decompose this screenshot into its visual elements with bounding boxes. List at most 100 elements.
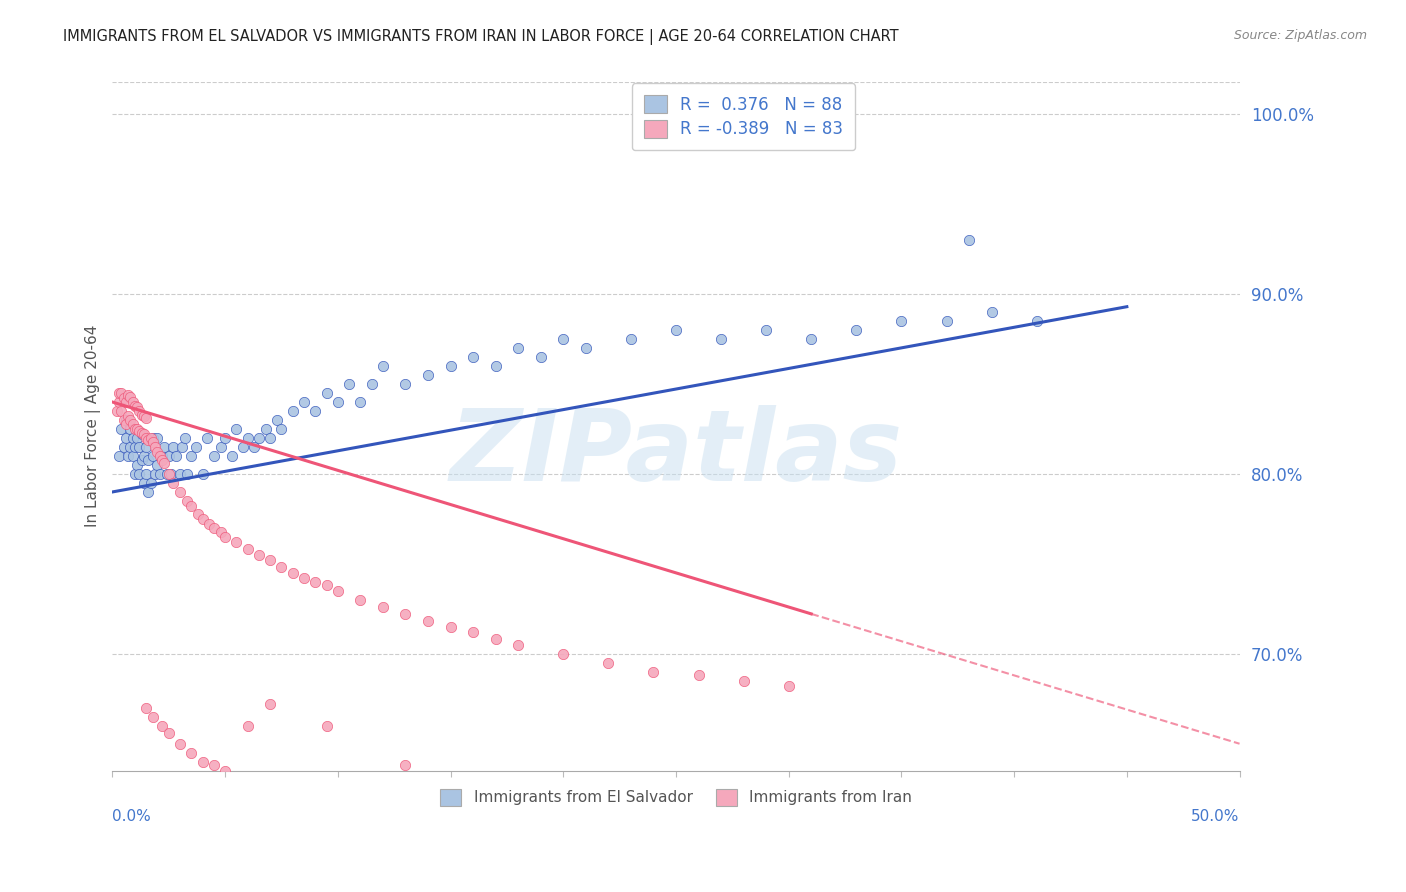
Point (315, 578, 337, 592)
Point (553, 647, 575, 661)
Point (598, 656, 620, 670)
Point (108, 395, 131, 409)
Point (371, 359, 394, 373)
Point (236, 542, 259, 557)
Point (281, 404, 304, 418)
Point (173, 431, 195, 445)
Point (131, 452, 153, 467)
Point (157, 467, 180, 481)
Point (135, 700, 157, 714)
Point (461, 625, 484, 640)
Point (132, 409, 155, 424)
Point (259, 697, 281, 711)
Point (394, 377, 416, 392)
Point (225, 535, 247, 549)
Point (184, 440, 207, 454)
Point (127, 401, 149, 415)
Point (270, 560, 292, 574)
Point (778, 679, 800, 693)
Point (110, 404, 132, 418)
Point (508, 341, 530, 355)
Point (131, 425, 153, 440)
Point (360, 377, 382, 392)
Point (157, 449, 180, 463)
Point (138, 485, 160, 500)
Point (180, 449, 202, 463)
Text: 0.0%: 0.0% (112, 808, 152, 823)
Point (143, 440, 166, 454)
Point (209, 524, 232, 539)
Point (115, 431, 138, 445)
Point (214, 431, 236, 445)
Point (890, 314, 912, 328)
Point (243, 440, 266, 454)
Point (132, 475, 155, 490)
Point (553, 332, 575, 346)
Point (292, 571, 315, 585)
Point (149, 467, 172, 481)
Point (142, 449, 165, 463)
Point (485, 632, 508, 647)
Point (247, 431, 270, 445)
Point (131, 427, 153, 442)
Point (326, 395, 349, 409)
Point (108, 449, 131, 463)
Point (146, 431, 169, 445)
Point (124, 467, 146, 481)
Point (153, 440, 176, 454)
Point (176, 467, 198, 481)
Point (142, 710, 165, 724)
Point (221, 449, 243, 463)
Point (108, 386, 131, 401)
Point (142, 434, 165, 449)
Point (935, 314, 957, 328)
Point (755, 323, 778, 337)
Point (394, 607, 416, 622)
Point (138, 452, 160, 467)
Point (121, 395, 143, 409)
Point (416, 368, 439, 382)
Point (198, 517, 221, 532)
Point (142, 431, 165, 445)
Point (191, 512, 214, 526)
Point (117, 449, 139, 463)
Point (105, 404, 128, 418)
Point (1025, 314, 1047, 328)
Point (326, 583, 349, 598)
Text: ZIPatlas: ZIPatlas (450, 405, 903, 502)
Point (128, 424, 150, 438)
Point (236, 719, 259, 733)
Point (191, 467, 214, 481)
Point (304, 404, 326, 418)
Point (169, 467, 191, 481)
Point (132, 449, 155, 463)
Y-axis label: In Labor Force | Age 20-64: In Labor Force | Age 20-64 (86, 325, 101, 527)
Point (135, 467, 157, 481)
Point (214, 530, 236, 544)
Point (304, 574, 326, 589)
Point (127, 458, 149, 472)
Point (270, 422, 292, 436)
Point (191, 755, 214, 769)
Point (153, 456, 176, 470)
Point (172, 440, 194, 454)
Point (232, 440, 254, 454)
Point (149, 449, 172, 463)
Point (980, 305, 1002, 319)
Point (162, 475, 184, 490)
Point (710, 332, 733, 346)
Point (132, 427, 155, 442)
Text: Source: ZipAtlas.com: Source: ZipAtlas.com (1233, 29, 1367, 42)
Point (259, 431, 281, 445)
Point (112, 413, 135, 427)
Point (135, 440, 157, 454)
Point (110, 386, 132, 401)
Point (575, 341, 598, 355)
Point (349, 395, 371, 409)
Point (349, 592, 371, 607)
Point (110, 422, 132, 436)
Point (236, 431, 259, 445)
Point (315, 719, 337, 733)
Point (115, 395, 138, 409)
Point (135, 431, 157, 445)
